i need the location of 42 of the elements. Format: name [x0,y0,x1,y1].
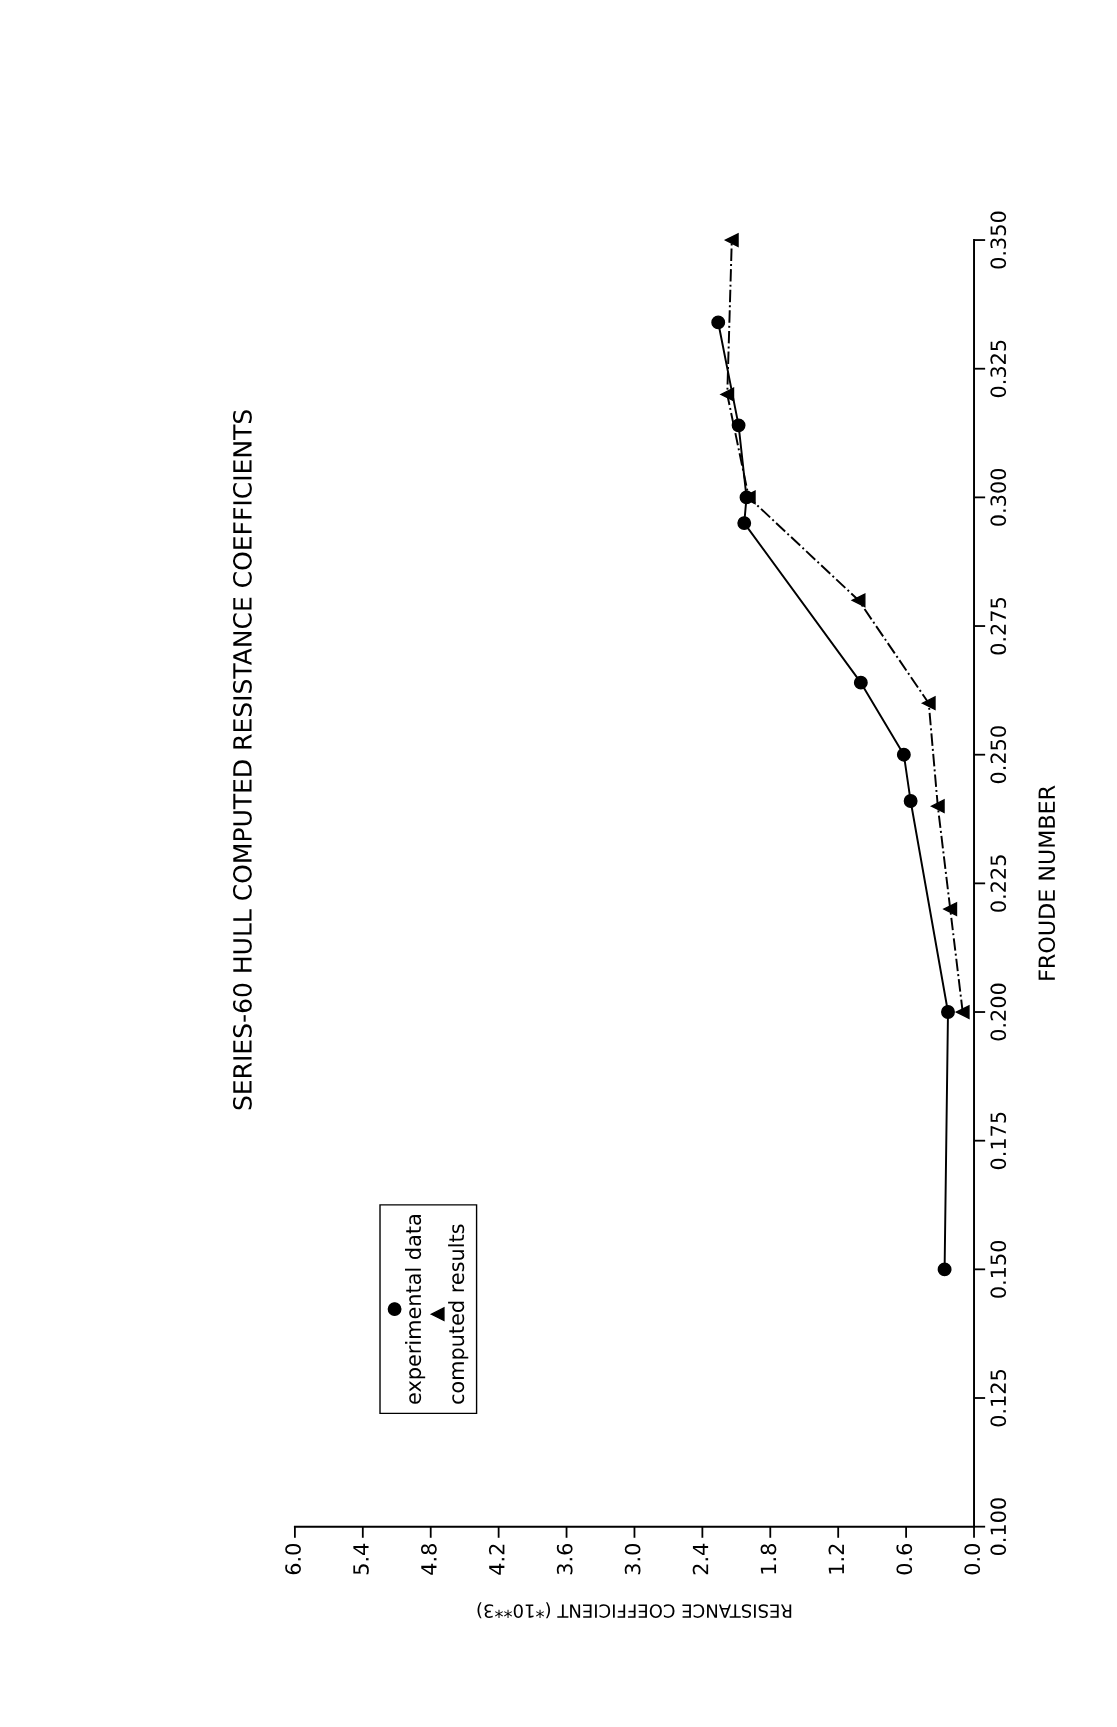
y-tick-label: 0.125 [990,1370,1007,1427]
x-tick-label: 1.2 [828,1544,844,1574]
x-tick-label: 5.4 [353,1543,369,1575]
y-tick-label: 0.100 [990,1498,1007,1556]
point [955,1005,970,1019]
point [941,1005,955,1019]
x-tick-label: 0.0 [964,1544,981,1575]
x-tick-label: 0.6 [896,1543,913,1575]
y-tick-label: 0.150 [990,1240,1007,1298]
x-tick-label: 3.0 [624,1544,641,1575]
point [711,315,726,330]
text: SERIES-60 HULL COMPUTED RESISTANCE COEFFICIENTS [232,410,252,1110]
y-axis-title: FROUDE NUMBER [1038,785,1056,980]
point [731,418,746,433]
y-tick-label: 0.175 [990,1112,1007,1170]
y-tick-label: 0.300 [990,468,1007,526]
x-tick-label: 4.8 [421,1544,437,1575]
point [937,1262,952,1277]
point [930,799,945,814]
legend-label: experimental data [405,1215,426,1404]
point [720,387,735,402]
point [853,675,868,690]
point [851,593,866,608]
point [737,516,752,531]
x-axis-title: RESISTANCE COEFFICIENT (*10**3) [477,1602,792,1619]
point [724,233,739,247]
point [896,747,911,762]
point [903,794,918,808]
y-tick-label: 0.250 [990,726,1007,784]
point [921,696,936,711]
x-tick-label: 3.6 [556,1543,573,1575]
x-tick-label: 1.8 [760,1544,777,1574]
y-tick-label: 0.200 [990,983,1007,1041]
y-tick-label: 0.225 [990,855,1007,912]
x-tick-label: 4.2 [488,1544,505,1575]
y-tick-label: 0.275 [990,598,1007,655]
legend-label: computed results [448,1224,469,1404]
point [943,902,958,917]
x-tick-label: 2.4 [692,1543,709,1575]
y-tick-label: 0.325 [990,340,1007,398]
y-tick-label: 0.350 [990,211,1007,269]
x-tick-label: 6.0 [285,1544,301,1575]
